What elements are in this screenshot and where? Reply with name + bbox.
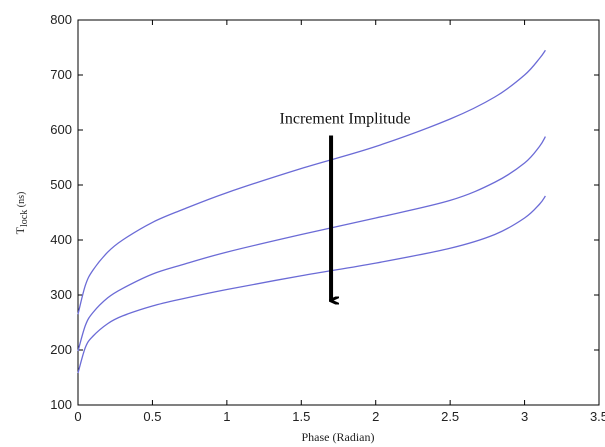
- x-tick-label: 0: [74, 409, 81, 424]
- x-tick-label: 2.5: [441, 409, 459, 424]
- y-axis-title: Tlock (ns): [13, 192, 30, 235]
- y-tick-labels: 100 200 300 400 500 600 700 800: [50, 12, 72, 412]
- x-tick-label: 0.5: [143, 409, 161, 424]
- y-tick-label: 500: [50, 177, 72, 192]
- x-tick-labels: 0 0.5 1 1.5 2 2.5 3 3.5: [74, 409, 605, 424]
- y-tick-label: 400: [50, 232, 72, 247]
- series-group: [77, 49, 546, 374]
- y-tick-label: 300: [50, 287, 72, 302]
- y-axis-title-sub: lock: [19, 210, 30, 227]
- plot-area: [77, 19, 600, 406]
- x-tick-label: 1: [223, 409, 230, 424]
- x-axis-title: Phase (Radian): [302, 430, 375, 444]
- tick-marks: [77, 19, 600, 406]
- y-tick-label: 200: [50, 342, 72, 357]
- y-tick-label: 100: [50, 397, 72, 412]
- x-tick-label: 3: [521, 409, 528, 424]
- x-tick-label: 1.5: [292, 409, 310, 424]
- series-line-1: [77, 49, 546, 315]
- y-axis-title-unit: (ns): [16, 192, 27, 210]
- y-tick-label: 800: [50, 12, 72, 27]
- series-line-3: [77, 195, 546, 374]
- y-tick-label: 700: [50, 67, 72, 82]
- series-line-2: [77, 136, 546, 352]
- y-axis-title-main: T: [13, 226, 27, 234]
- y-tick-label: 600: [50, 122, 72, 137]
- annotation-text: Increment Implitude: [280, 111, 411, 128]
- x-tick-label: 2: [372, 409, 379, 424]
- x-tick-label: 3.5: [590, 409, 605, 424]
